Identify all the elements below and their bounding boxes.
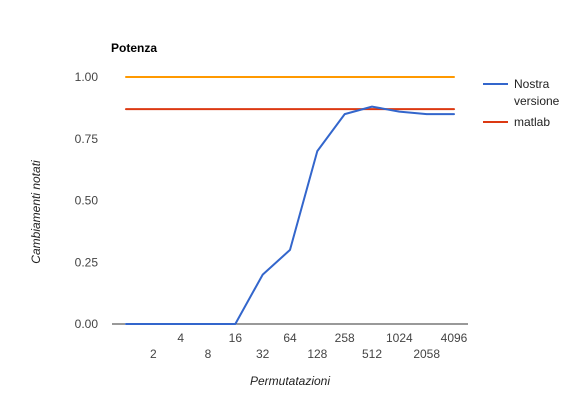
chart-title: Potenza	[111, 41, 157, 55]
x-tick-label: 128	[307, 347, 327, 361]
x-tick-label: 258	[335, 331, 355, 345]
legend-label: versione	[514, 94, 560, 108]
x-tick-label: 4	[177, 331, 184, 345]
x-axis-title: Permutatazioni	[250, 374, 330, 388]
x-tick-label: 32	[256, 347, 270, 361]
x-tick-label: 2	[150, 347, 157, 361]
x-tick-label: 1024	[386, 331, 413, 345]
y-axis-title: Cambiamenti notati	[29, 160, 43, 264]
x-tick-label: 512	[362, 347, 382, 361]
x-tick-label: 2058	[413, 347, 440, 361]
y-tick-label: 0.25	[75, 255, 99, 269]
y-axis-ticks: 0.00 0.25 0.50 0.75 1.00	[75, 70, 99, 331]
series-lines	[125, 76, 455, 325]
series-line	[125, 105, 455, 325]
x-tick-label: 4096	[441, 331, 468, 345]
x-tick-label: 64	[283, 331, 297, 345]
y-tick-label: 0.50	[75, 194, 99, 208]
y-tick-label: 0.75	[75, 132, 99, 146]
y-tick-label: 0.00	[75, 317, 99, 331]
x-tick-label: 16	[229, 331, 243, 345]
legend-label: matlab	[514, 115, 550, 129]
x-tick-label: 8	[205, 347, 212, 361]
legend: Nostra versione matlab	[483, 77, 560, 129]
y-tick-label: 1.00	[75, 70, 99, 84]
legend-label: Nostra	[514, 77, 550, 91]
